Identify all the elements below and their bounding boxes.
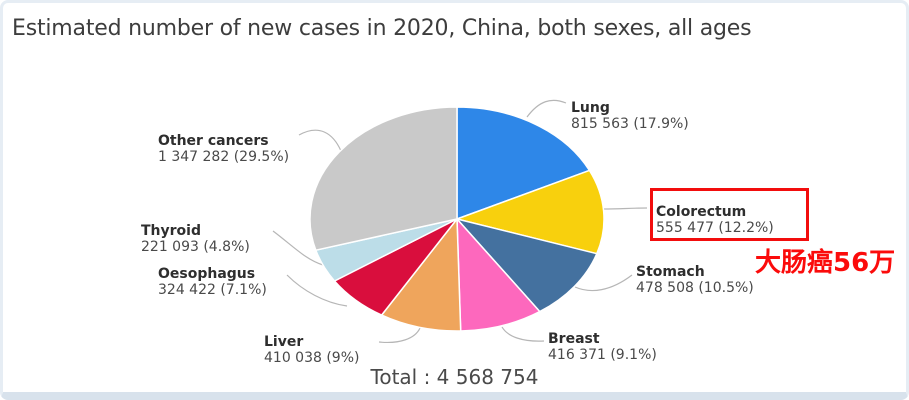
leader-lung	[526, 99, 567, 118]
slice-name: Oesophagus	[158, 266, 256, 282]
leader-colorectum	[603, 207, 648, 210]
pie-slice-other-cancers[interactable]	[309, 106, 458, 251]
pie-slice-lung[interactable]	[456, 106, 591, 220]
slice-value: 221 093 (4.8%)	[141, 239, 250, 255]
slice-value: 324 422 (7.1%)	[158, 282, 267, 298]
label-breast: Breast 416 371 (9.1%)	[548, 331, 657, 363]
pie-slice-stomach[interactable]	[456, 218, 598, 313]
slice-name: Lung	[571, 100, 610, 116]
slice-value: 1 347 282 (29.5%)	[158, 149, 290, 165]
slice-name: Colorectum	[656, 204, 747, 220]
label-lung: Lung 815 563 (17.9%)	[571, 100, 689, 132]
label-liver: Liver 410 038 (9%)	[264, 334, 359, 366]
annotation-text: 大肠癌56万	[755, 248, 896, 278]
slice-value: 410 038 (9%)	[264, 350, 360, 366]
pie-slice-colorectum[interactable]	[456, 169, 605, 255]
slice-value: 555 477 (12.2%)	[656, 220, 774, 236]
leader-breast	[501, 326, 545, 342]
leader-liver	[378, 327, 421, 344]
pie-chart-svg	[272, 99, 648, 344]
leader-stomach	[574, 274, 633, 292]
slice-value: 815 563 (17.9%)	[571, 116, 689, 132]
leader-oesophagus	[286, 274, 348, 307]
leader-lines	[272, 99, 648, 344]
label-thyroid: Thyroid 221 093 (4.8%)	[141, 223, 250, 255]
chart-title: Estimated number of new cases in 2020, C…	[12, 16, 752, 41]
slice-name: Stomach	[636, 264, 705, 280]
total-label: Total : 4 568 754	[370, 365, 539, 389]
leader-thyroid	[272, 230, 324, 266]
leader-other	[298, 129, 342, 152]
pie-slice-breast[interactable]	[456, 218, 541, 332]
pie-slices	[309, 106, 605, 332]
slice-value: 478 508 (10.5%)	[636, 280, 754, 296]
slice-name: Liver	[264, 334, 304, 350]
slice-name: Breast	[548, 331, 600, 347]
label-colorectum: Colorectum 555 477 (12.2%)	[656, 204, 774, 236]
highlight-box-colorectum	[650, 188, 809, 241]
label-stomach: Stomach 478 508 (10.5%)	[636, 264, 754, 296]
label-other-cancers: Other cancers 1 347 282 (29.5%)	[158, 133, 289, 165]
pie-slice-liver[interactable]	[380, 218, 462, 332]
slice-name: Other cancers	[158, 133, 269, 149]
slice-value: 416 371 (9.1%)	[548, 347, 657, 363]
label-oesophagus: Oesophagus 324 422 (7.1%)	[158, 266, 267, 298]
slice-name: Thyroid	[141, 223, 201, 239]
